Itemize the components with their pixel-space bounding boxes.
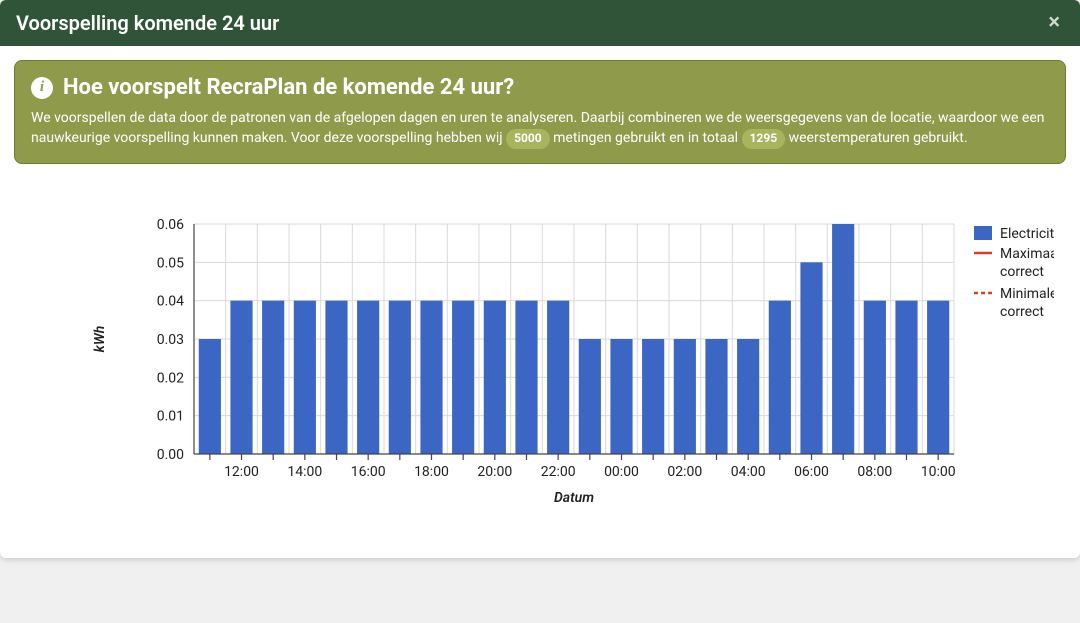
y-tick-label: 0.01 — [157, 408, 184, 424]
y-tick-label: 0.00 — [157, 447, 184, 463]
x-tick-label: 10:00 — [921, 464, 956, 480]
badge-measurements: 5000 — [506, 129, 550, 148]
info-box: i Hoe voorspelt RecraPlan de komende 24 … — [14, 60, 1066, 164]
bar — [389, 300, 411, 453]
bar — [199, 339, 221, 454]
bar — [579, 339, 601, 454]
forecast-bar-chart: 0.00 0.01 0.02 0.03 0.04 0.05 0.06 12:00 14:00 16… — [34, 204, 1054, 534]
info-text: We voorspellen de data door de patronen … — [31, 108, 1049, 149]
bar — [927, 300, 949, 453]
bar — [642, 339, 664, 454]
bar — [484, 300, 506, 453]
bar — [705, 339, 727, 454]
legend-label: correct — [1000, 304, 1044, 320]
bar — [230, 300, 252, 453]
bar — [515, 300, 537, 453]
info-heading-row: i Hoe voorspelt RecraPlan de komende 24 … — [31, 75, 1049, 100]
bar — [769, 300, 791, 453]
badge-temperatures: 1295 — [742, 129, 786, 148]
y-tick-label: 0.05 — [157, 255, 184, 271]
y-tick-label: 0.02 — [157, 370, 184, 386]
bar — [895, 300, 917, 453]
x-tick-label: 08:00 — [857, 464, 892, 480]
bar — [737, 339, 759, 454]
chart-container: 0.00 0.01 0.02 0.03 0.04 0.05 0.06 12:00 14:00 16… — [14, 164, 1066, 544]
bar — [864, 300, 886, 453]
bar — [357, 300, 379, 453]
bar — [832, 224, 854, 454]
close-icon[interactable]: × — [1044, 10, 1064, 36]
x-tick-label: 06:00 — [794, 464, 829, 480]
legend-swatch — [974, 226, 992, 240]
y-axis-label: kWh — [92, 325, 108, 352]
bar — [800, 262, 822, 454]
modal-titlebar: Voorspelling komende 24 uur × — [0, 0, 1080, 46]
modal-card: Voorspelling komende 24 uur × i Hoe voor… — [0, 0, 1080, 558]
x-tick-label: 18:00 — [414, 464, 449, 480]
x-tick-label: 00:00 — [604, 464, 639, 480]
bar — [420, 300, 442, 453]
x-tick-label: 22:00 — [541, 464, 576, 480]
legend-label: Minimale — [1000, 286, 1054, 302]
y-tick-label: 0.06 — [157, 217, 184, 233]
bar — [674, 339, 696, 454]
bar — [547, 300, 569, 453]
x-tick-label: 14:00 — [287, 464, 322, 480]
modal-body: i Hoe voorspelt RecraPlan de komende 24 … — [0, 46, 1080, 558]
x-tick-label: 12:00 — [224, 464, 259, 480]
legend-label: Electriciteit — [1000, 226, 1054, 242]
x-tick-label: 02:00 — [667, 464, 702, 480]
x-axis-label: Datum — [554, 490, 594, 506]
info-text-part2: metingen gebruikt en in totaal — [553, 130, 741, 146]
bar — [325, 300, 347, 453]
x-tick-label: 20:00 — [477, 464, 512, 480]
bar — [452, 300, 474, 453]
x-tick-label: 04:00 — [731, 464, 766, 480]
modal-title: Voorspelling komende 24 uur — [16, 11, 279, 35]
bar — [610, 339, 632, 454]
bar — [294, 300, 316, 453]
y-tick-label: 0.04 — [157, 293, 184, 309]
legend-label: Maximaal — [1000, 246, 1054, 262]
info-text-part3: weerstemperaturen gebruikt. — [789, 130, 968, 146]
info-heading: Hoe voorspelt RecraPlan de komende 24 uu… — [63, 75, 514, 100]
info-icon: i — [31, 77, 53, 99]
y-tick-label: 0.03 — [157, 332, 184, 348]
x-tick-label: 16:00 — [351, 464, 386, 480]
legend-label: correct — [1000, 264, 1044, 280]
bar — [262, 300, 284, 453]
